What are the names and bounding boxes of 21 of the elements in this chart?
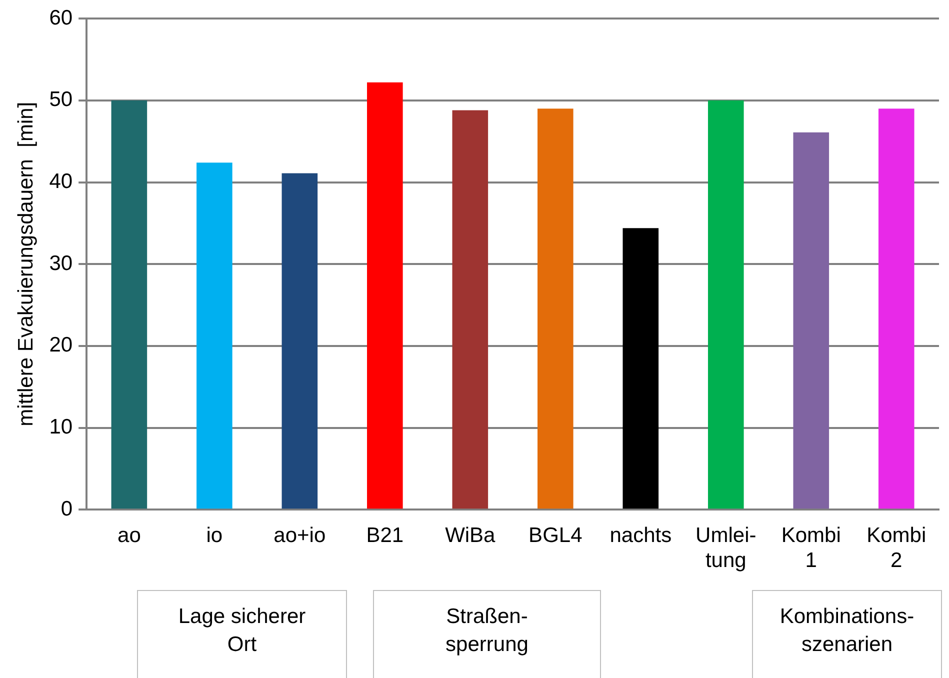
x-tick-label: ao+io [274,524,326,547]
y-tick-label: 60 [49,6,73,30]
x-tick-label: Kombi 2 [866,524,926,572]
y-axis-title: mittlere Evakuierungsdauern [min] [14,102,38,426]
x-tick-label: Umlei- tung [696,524,756,572]
x-tick-label: io [206,524,223,547]
x-tick-label: BGL4 [528,524,583,547]
text: Kombinations- szenarien [752,590,942,678]
y-tick-label: 30 [49,252,73,275]
y-tick-label: 40 [49,170,73,194]
text: Lage sicherer Ort [137,590,347,678]
x-tick-label: B21 [366,524,404,547]
x-tick-label: WiBa [445,524,496,547]
y-tick-label: 0 [60,497,73,520]
y-tick-label: 20 [49,334,73,357]
x-tick-label: Kombi 1 [781,524,841,572]
x-tick-label: nachts [610,524,672,547]
text: Straßen- sperrung [373,590,601,678]
x-tick-label: ao [118,524,141,547]
y-tick-label: 10 [49,416,73,439]
y-tick-label: 50 [49,88,73,112]
